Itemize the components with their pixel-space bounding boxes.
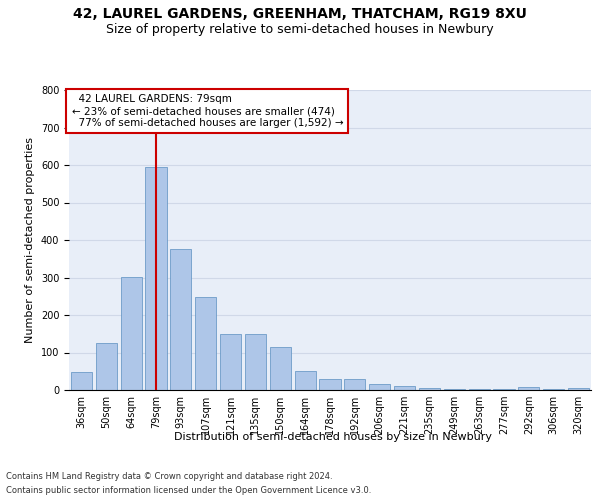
Bar xyxy=(444,389,465,390)
Text: Contains public sector information licensed under the Open Government Licence v3: Contains public sector information licen… xyxy=(6,486,371,495)
Bar xyxy=(568,388,589,390)
Bar xyxy=(245,334,266,390)
Bar xyxy=(170,248,191,390)
Bar xyxy=(295,371,316,390)
Bar xyxy=(394,386,415,390)
Bar xyxy=(71,372,92,390)
Bar xyxy=(220,334,241,390)
Bar xyxy=(145,167,167,390)
Bar xyxy=(543,389,564,390)
Bar xyxy=(469,389,490,390)
Bar xyxy=(493,389,515,390)
Text: Size of property relative to semi-detached houses in Newbury: Size of property relative to semi-detach… xyxy=(106,22,494,36)
Bar xyxy=(319,379,341,390)
Bar xyxy=(96,343,117,390)
Text: Contains HM Land Registry data © Crown copyright and database right 2024.: Contains HM Land Registry data © Crown c… xyxy=(6,472,332,481)
Bar xyxy=(369,384,390,390)
Bar xyxy=(419,388,440,390)
Bar xyxy=(518,387,539,390)
Bar xyxy=(195,297,216,390)
Text: 42, LAUREL GARDENS, GREENHAM, THATCHAM, RG19 8XU: 42, LAUREL GARDENS, GREENHAM, THATCHAM, … xyxy=(73,8,527,22)
Bar xyxy=(344,379,365,390)
Bar xyxy=(121,277,142,390)
Bar xyxy=(270,346,291,390)
Y-axis label: Number of semi-detached properties: Number of semi-detached properties xyxy=(25,137,35,343)
Text: Distribution of semi-detached houses by size in Newbury: Distribution of semi-detached houses by … xyxy=(174,432,492,442)
Text: 42 LAUREL GARDENS: 79sqm
← 23% of semi-detached houses are smaller (474)
  77% o: 42 LAUREL GARDENS: 79sqm ← 23% of semi-d… xyxy=(71,94,343,128)
